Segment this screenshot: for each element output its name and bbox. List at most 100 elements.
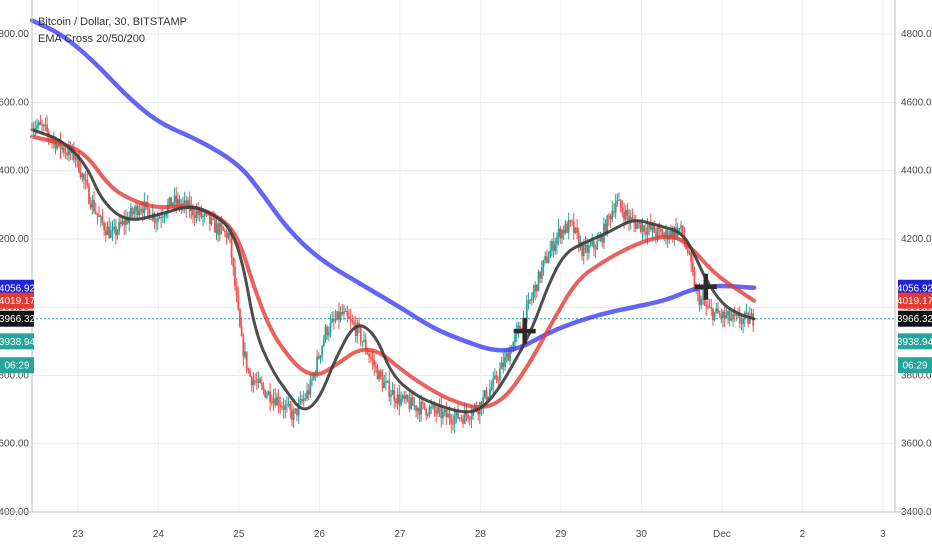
price-badges: 4056.92 4056.92 4019.17 4019.17 3966.32 3966.… <box>0 279 932 374</box>
candle-body <box>629 217 632 222</box>
candle-body <box>569 220 572 222</box>
candle-body <box>621 207 624 213</box>
candle-body <box>564 223 567 234</box>
candle-body <box>649 223 652 230</box>
candle-body <box>735 315 738 317</box>
candle-body <box>519 325 521 329</box>
candle-body <box>443 409 446 412</box>
candle-body <box>218 223 221 236</box>
candle-body <box>242 336 245 357</box>
price-badge-right <box>898 279 932 296</box>
candle-body <box>631 217 634 220</box>
candle-body <box>468 418 471 420</box>
candle-body <box>319 355 322 359</box>
candle-body <box>589 244 592 246</box>
candle-body <box>302 398 305 402</box>
candle-body <box>378 370 381 380</box>
candle-body <box>309 379 312 395</box>
candle-body <box>213 218 216 233</box>
candle-body <box>173 195 176 203</box>
candle-body <box>96 213 99 216</box>
candle-body <box>279 405 282 407</box>
candle-body <box>616 200 619 204</box>
candle-body <box>572 221 575 233</box>
candle-body <box>483 390 486 397</box>
candle-body <box>202 215 204 218</box>
candle-body <box>544 256 547 261</box>
y-tick-label-left: 3600.00 <box>0 439 29 450</box>
x-tick-label: Dec <box>713 529 731 540</box>
candle-body <box>720 314 723 319</box>
candle-body <box>613 211 615 213</box>
candle-body <box>178 198 181 207</box>
candle-body <box>447 413 449 418</box>
candle-body <box>344 311 347 313</box>
candle-body <box>262 385 265 390</box>
candle-body <box>386 381 389 383</box>
x-tick-label: 26 <box>314 529 326 540</box>
candle-body <box>195 210 198 218</box>
y-tick-label-right: 4400.00 <box>901 166 932 177</box>
candle-body <box>388 381 391 397</box>
candle-body <box>373 359 376 366</box>
x-tick-label: 24 <box>153 529 165 540</box>
candle-body <box>490 386 493 390</box>
price-badge-label: 4056.92 <box>897 283 932 294</box>
candle-body <box>418 407 421 415</box>
candle-body <box>566 223 568 233</box>
candle-body <box>406 395 409 401</box>
candle-body <box>391 390 394 396</box>
candle-body <box>170 197 173 206</box>
candle-body <box>183 200 186 204</box>
candle-body <box>545 256 548 263</box>
candle-body <box>745 312 748 314</box>
candle-body <box>148 209 151 220</box>
candle-body <box>123 220 126 226</box>
candle-body <box>665 230 667 236</box>
y-tick-label-left: 4800.00 <box>0 29 29 40</box>
candle-body <box>577 232 580 249</box>
candle-body <box>116 231 119 236</box>
candle-body <box>457 410 459 419</box>
candle-body <box>369 356 372 359</box>
candle-body <box>348 316 350 319</box>
candle-body <box>66 152 69 156</box>
candle-body <box>230 235 233 259</box>
candle-body <box>540 267 543 279</box>
candle-body <box>225 231 228 238</box>
candle-body <box>381 377 384 389</box>
candle-body <box>584 244 587 246</box>
candle-body <box>713 311 716 321</box>
candle-body <box>537 271 540 292</box>
candle-body <box>291 409 293 420</box>
candle-body <box>525 304 528 323</box>
candle-body <box>710 307 713 309</box>
candle-body <box>571 220 573 222</box>
candle-body <box>425 408 428 415</box>
candle-body <box>688 252 691 254</box>
candle-body <box>562 229 565 234</box>
candle-body <box>311 378 313 380</box>
candle-body <box>339 311 342 321</box>
price-badge-label: 3938.94 <box>0 337 36 348</box>
candle-body <box>467 414 469 419</box>
price-badge-left <box>0 292 34 309</box>
candle-body <box>624 210 627 220</box>
candle-body <box>64 152 67 154</box>
candle-body <box>737 315 739 317</box>
candle-body <box>514 334 516 343</box>
candle-body <box>332 318 335 321</box>
candle-body <box>712 308 714 321</box>
candle-body <box>495 375 498 381</box>
candle-body <box>158 217 161 219</box>
candle-body <box>597 240 600 242</box>
candle-body <box>99 216 102 218</box>
candle-body <box>722 311 724 319</box>
candle-body <box>648 223 651 228</box>
candle-body <box>452 423 454 425</box>
price-badge-right <box>898 357 932 374</box>
y-tick-label-right: 4800.00 <box>901 29 932 40</box>
candle-body <box>567 220 570 233</box>
